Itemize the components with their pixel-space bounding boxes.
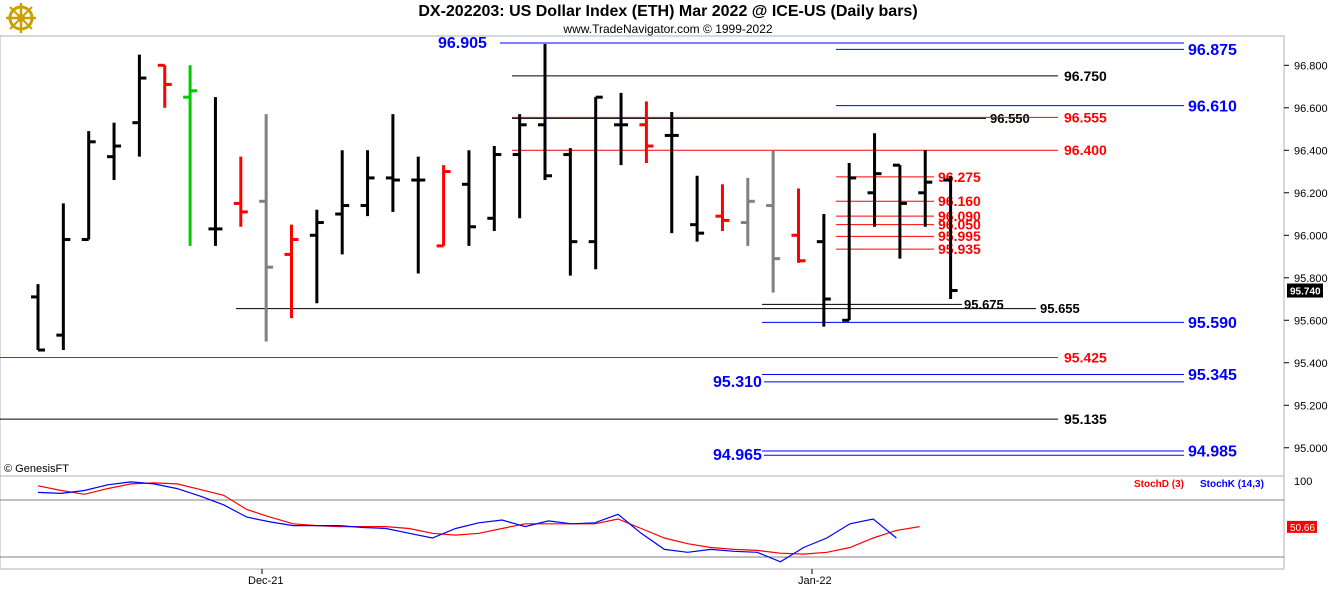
stoch-panel-frame — [0, 475, 1285, 570]
ohlc-bar — [107, 122, 122, 181]
level-label: 96.275 — [938, 169, 981, 185]
ohlc-bar — [943, 175, 958, 300]
ohlc-bar — [918, 150, 933, 227]
ohlc-bar — [81, 131, 96, 242]
ohlc-bar — [309, 209, 324, 304]
level-label: 95.655 — [1040, 301, 1080, 316]
level-label: 96.905 — [438, 35, 487, 52]
x-tick-label: Jan-22 — [798, 575, 832, 587]
ohlc-bar — [411, 156, 426, 274]
ohlc-bar — [512, 114, 527, 219]
ohlc-bar — [614, 92, 629, 166]
level-label: 96.555 — [1064, 109, 1107, 125]
ohlc-bar — [816, 214, 831, 327]
last-price-box — [1287, 283, 1323, 298]
level-label: 95.675 — [964, 297, 1004, 312]
stoch-series-line — [37, 482, 920, 555]
level-label: 95.135 — [1064, 411, 1107, 427]
ohlc-bar — [588, 95, 603, 270]
ohlc-bar — [132, 54, 147, 157]
level-label: 94.985 — [1188, 444, 1237, 461]
ohlc-bar — [664, 112, 679, 234]
ohlc-bar — [157, 63, 172, 108]
y-tick-label: 96.800 — [1294, 60, 1328, 72]
ohlc-bar — [715, 184, 730, 232]
level-label: 96.610 — [1188, 98, 1237, 115]
ohlc-bar — [461, 150, 476, 246]
ohlc-bar — [766, 150, 781, 293]
level-label: 96.750 — [1064, 68, 1107, 84]
ohlc-bar — [892, 163, 907, 259]
level-label: 96.050 — [938, 217, 981, 233]
level-label: 96.400 — [1064, 142, 1107, 158]
stoch-legend-label: StochK (14,3) — [1200, 479, 1264, 490]
ohlc-bar — [639, 101, 654, 164]
level-label: 95.590 — [1188, 315, 1237, 332]
x-tick-label: Dec-21 — [248, 575, 283, 587]
y-tick-label: 95.800 — [1294, 273, 1328, 285]
stoch-y-tick-label: 100 — [1294, 476, 1312, 488]
level-label: 95.310 — [713, 374, 762, 391]
ohlc-bar — [385, 114, 400, 212]
y-tick-label: 96.600 — [1294, 103, 1328, 115]
chart-title: DX-202203: US Dollar Index (ETH) Mar 202… — [418, 3, 918, 20]
stoch-series-line — [37, 481, 897, 563]
last-price-label: 95.740 — [1290, 287, 1321, 298]
level-label: 95.345 — [1188, 367, 1237, 384]
level-label: 96.160 — [938, 193, 981, 209]
ohlc-bar — [183, 65, 198, 246]
chart-subtitle: www.TradeNavigator.com © 1999-2022 — [563, 22, 773, 36]
ohlc-bar — [867, 133, 882, 227]
stoch-legend-label: StochD (3) — [1134, 479, 1184, 490]
ohlc-bar — [791, 188, 806, 263]
ohlc-bar — [563, 148, 578, 276]
y-tick-label: 96.200 — [1294, 188, 1328, 200]
stoch-last-value-label: 50.66 — [1290, 523, 1315, 534]
level-label: 94.965 — [713, 447, 762, 464]
ohlc-bar — [208, 97, 223, 246]
ohlc-bar — [842, 163, 857, 322]
ohlc-bar — [284, 224, 299, 319]
ohlc-bar — [233, 156, 248, 227]
watermark-text: © GenesisFT — [4, 463, 69, 475]
ohlc-bar — [740, 177, 755, 246]
ohlc-bar — [360, 150, 375, 217]
y-tick-label: 96.000 — [1294, 230, 1328, 242]
y-tick-label: 95.400 — [1294, 358, 1328, 370]
level-label: 95.935 — [938, 241, 981, 257]
level-label: 96.550 — [990, 111, 1030, 126]
y-tick-label: 95.600 — [1294, 315, 1328, 327]
ohlc-bar — [436, 165, 451, 248]
y-tick-label: 95.000 — [1294, 443, 1328, 455]
ohlc-bar — [56, 203, 71, 351]
ohlc-bar — [31, 284, 45, 352]
ohlc-bar — [538, 44, 552, 181]
ohlc-bar — [335, 150, 350, 255]
level-label: 96.090 — [938, 208, 981, 224]
y-tick-label: 95.200 — [1294, 400, 1328, 412]
level-label: 96.875 — [1188, 42, 1237, 59]
level-label: 95.995 — [938, 228, 981, 244]
ohlc-bar — [690, 175, 705, 242]
ship-wheel-logo-icon — [4, 2, 38, 34]
ohlc-bar — [259, 114, 274, 342]
y-tick-label: 96.400 — [1294, 145, 1328, 157]
stoch-last-value-box — [1287, 520, 1317, 533]
level-label: 95.425 — [1064, 349, 1107, 365]
ohlc-bar — [487, 146, 502, 232]
